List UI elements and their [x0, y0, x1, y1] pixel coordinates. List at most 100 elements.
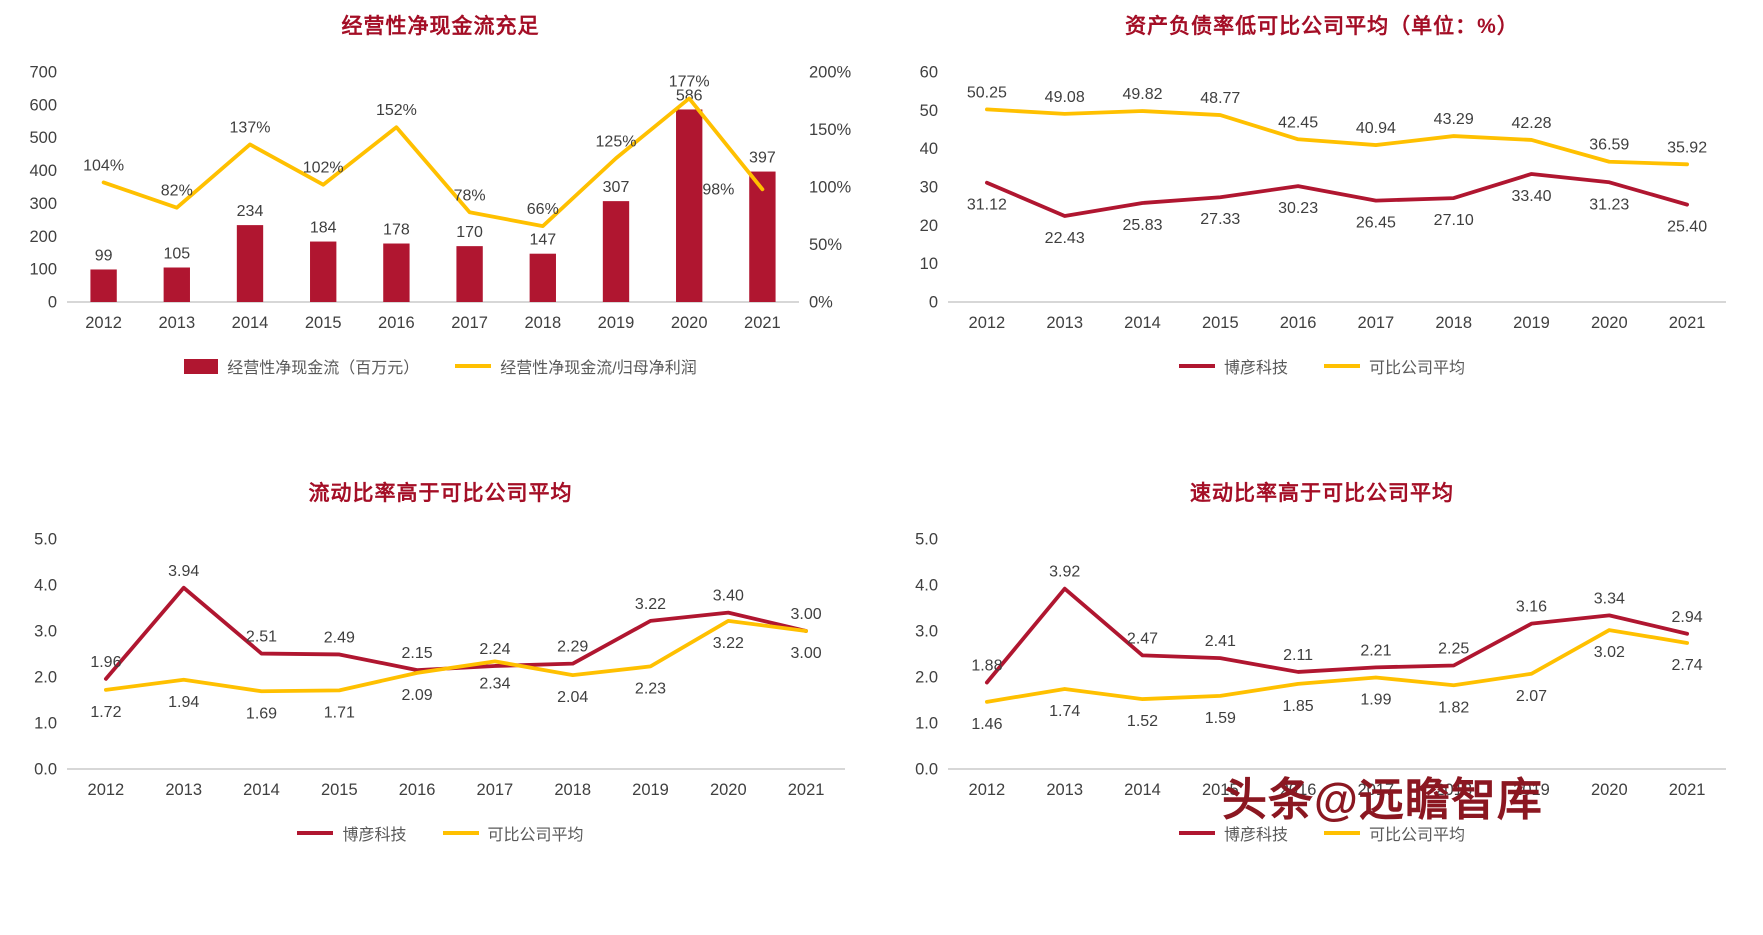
legend-quick-ratio: 博彦科技 可比公司平均 — [1178, 821, 1466, 845]
svg-text:2021: 2021 — [744, 314, 781, 332]
line-swatch-icon — [297, 831, 334, 835]
svg-text:2.09: 2.09 — [401, 687, 432, 704]
svg-text:2016: 2016 — [398, 781, 435, 799]
svg-text:1.0: 1.0 — [34, 715, 57, 733]
svg-text:36.59: 36.59 — [1589, 137, 1629, 154]
svg-text:0: 0 — [929, 294, 938, 312]
svg-text:100%: 100% — [809, 179, 852, 197]
svg-text:50%: 50% — [809, 236, 842, 254]
chart-title-debt-ratio: 资产负债率低可比公司平均（单位：%） — [1125, 15, 1519, 38]
svg-text:2015: 2015 — [1202, 314, 1239, 332]
svg-text:4.0: 4.0 — [915, 577, 938, 595]
svg-text:42.45: 42.45 — [1278, 114, 1318, 131]
svg-text:400: 400 — [29, 162, 57, 180]
legend-label: 经营性净现金流（百万元） — [227, 360, 420, 377]
debt-ratio-plot: 0 10 20 30 40 50 60 2012 2013 2014 2015 2016 2017 201… — [920, 64, 1726, 332]
svg-text:33.40: 33.40 — [1511, 188, 1551, 205]
svg-text:40.94: 40.94 — [1356, 120, 1396, 137]
legend-operating-cash-flow: 经营性净现金流（百万元） 经营性净现金流/归母净利润 — [184, 354, 697, 378]
legend-label: 可比公司平均 — [487, 827, 584, 844]
svg-text:1.0: 1.0 — [915, 715, 938, 733]
svg-text:2012: 2012 — [969, 781, 1006, 799]
svg-text:43.29: 43.29 — [1434, 111, 1474, 128]
legend-label: 经营性净现金流/归母净利润 — [500, 360, 697, 377]
svg-text:2017: 2017 — [451, 314, 488, 332]
svg-text:2.15: 2.15 — [401, 645, 432, 662]
legend-label: 博彦科技 — [1223, 360, 1288, 377]
svg-text:98%: 98% — [702, 181, 734, 198]
line-swatch-icon — [1324, 831, 1360, 835]
svg-text:2013: 2013 — [1046, 781, 1083, 799]
svg-text:1.52: 1.52 — [1127, 713, 1158, 730]
svg-text:397: 397 — [749, 150, 776, 167]
legend-label: 可比公司平均 — [1369, 827, 1466, 844]
svg-text:1.74: 1.74 — [1049, 703, 1080, 720]
line-swatch-icon — [1324, 364, 1360, 368]
legend-label: 可比公司平均 — [1369, 360, 1466, 377]
svg-text:2.0: 2.0 — [34, 669, 57, 687]
svg-text:2021: 2021 — [1669, 781, 1706, 799]
svg-text:2021: 2021 — [787, 781, 824, 799]
svg-text:2.25: 2.25 — [1438, 641, 1469, 658]
svg-text:2014: 2014 — [1124, 314, 1161, 332]
svg-text:2018: 2018 — [1435, 781, 1472, 799]
watermark: 头条@远瞻智库 — [1222, 774, 1543, 825]
svg-text:2017: 2017 — [1358, 781, 1395, 799]
legend-item: 博彦科技 — [1178, 354, 1288, 378]
chart-operating-cash-flow: 经营性净现金流充足 0 100 200 300 400 500 600 700 0% 50% 100… — [0, 0, 881, 467]
svg-text:2014: 2014 — [1124, 781, 1161, 799]
svg-text:300: 300 — [29, 195, 57, 213]
svg-text:2013: 2013 — [165, 781, 202, 799]
chart-debt-ratio: 资产负债率低可比公司平均（单位：%） 0 10 20 30 40 50 60 2012 2013… — [881, 0, 1763, 467]
svg-text:10: 10 — [920, 255, 938, 273]
svg-text:2015: 2015 — [320, 781, 357, 799]
legend-debt-ratio: 博彦科技 可比公司平均 — [1178, 354, 1465, 378]
svg-text:600: 600 — [29, 96, 57, 114]
svg-text:1.88: 1.88 — [971, 658, 1002, 675]
bar-swatch-icon — [184, 358, 219, 374]
operating-cash-flow-plot: 0 100 200 300 400 500 600 700 0% 50% 100% 150% 200% 2… — [29, 64, 852, 333]
svg-text:1.69: 1.69 — [245, 705, 276, 722]
svg-text:102%: 102% — [302, 160, 343, 177]
svg-text:2016: 2016 — [378, 314, 415, 332]
svg-text:2019: 2019 — [597, 314, 634, 332]
svg-text:2020: 2020 — [1591, 314, 1628, 332]
svg-text:2.34: 2.34 — [479, 675, 510, 692]
chart-quick-ratio: 速动比率高于可比公司平均 0.0 1.0 2.0 3.0 4.0 5.0 2012 2013 2… — [881, 467, 1763, 935]
svg-text:125%: 125% — [595, 133, 636, 150]
legend-item: 经营性净现金流/归母净利润 — [455, 354, 697, 378]
quick-ratio-plot: 0.0 1.0 2.0 3.0 4.0 5.0 2012 2013 2014 2015 2016 20… — [915, 531, 1726, 799]
svg-text:147: 147 — [529, 232, 556, 249]
svg-text:2.04: 2.04 — [557, 689, 588, 706]
svg-text:2013: 2013 — [1046, 314, 1083, 332]
svg-text:27.10: 27.10 — [1434, 212, 1474, 229]
svg-text:2.29: 2.29 — [557, 639, 588, 656]
svg-text:2012: 2012 — [87, 781, 124, 799]
svg-text:2016: 2016 — [1280, 314, 1317, 332]
svg-text:1.72: 1.72 — [90, 704, 121, 721]
svg-text:1.71: 1.71 — [323, 704, 354, 721]
svg-text:2.11: 2.11 — [1283, 647, 1313, 664]
svg-text:3.16: 3.16 — [1516, 599, 1547, 616]
svg-text:20: 20 — [920, 217, 938, 235]
svg-text:99: 99 — [94, 247, 112, 264]
svg-text:2015: 2015 — [1202, 781, 1239, 799]
svg-text:2.49: 2.49 — [323, 629, 354, 646]
svg-text:200%: 200% — [809, 64, 852, 82]
svg-text:82%: 82% — [160, 183, 192, 200]
svg-text:2017: 2017 — [1358, 314, 1395, 332]
svg-text:0.0: 0.0 — [915, 761, 938, 779]
current-ratio-plot: 0.0 1.0 2.0 3.0 4.0 5.0 2012 2013 2014 2015 2016 20… — [34, 531, 845, 799]
svg-text:40: 40 — [920, 140, 938, 158]
svg-text:66%: 66% — [526, 201, 558, 218]
svg-text:2012: 2012 — [85, 314, 122, 332]
line-swatch-icon — [1178, 364, 1215, 368]
svg-text:177%: 177% — [668, 73, 709, 90]
svg-text:49.82: 49.82 — [1122, 86, 1162, 103]
svg-text:1.59: 1.59 — [1205, 710, 1236, 727]
svg-text:2013: 2013 — [158, 314, 195, 332]
svg-text:2.74: 2.74 — [1672, 657, 1703, 674]
svg-text:2018: 2018 — [1435, 314, 1472, 332]
svg-text:31.12: 31.12 — [967, 197, 1007, 214]
legend-item: 可比公司平均 — [1324, 354, 1465, 378]
